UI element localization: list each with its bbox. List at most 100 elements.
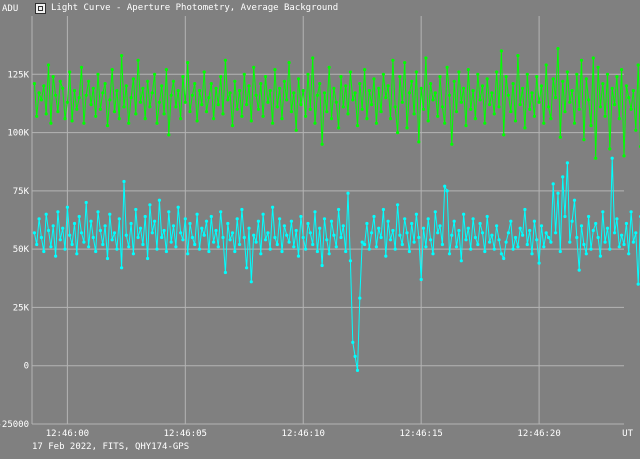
data-point [233,249,237,254]
data-point [544,63,548,67]
data-point [329,117,334,121]
chart-title: Light Curve - Aperture Photometry, Avera… [51,3,339,13]
data-point [35,242,39,247]
data-point [124,233,128,237]
data-point [400,100,404,104]
data-point [386,219,390,223]
data-point [299,214,303,219]
data-point [546,235,551,240]
data-point [424,245,428,249]
data-point [176,89,180,93]
data-point [360,107,364,111]
data-point [112,110,117,114]
data-point [70,119,74,123]
data-point [436,114,440,118]
data-point [273,235,277,240]
data-point [197,89,202,93]
data-point [63,247,67,251]
data-point [542,245,546,249]
data-point [426,217,430,221]
light-curve-app-icon [35,2,46,14]
data-point [431,98,435,102]
series-line [33,158,640,371]
data-point [311,242,315,247]
data-point [414,212,418,216]
data-point [561,79,565,83]
data-point [563,110,567,114]
data-point [379,235,383,240]
data-point [120,54,124,58]
data-point [462,212,466,216]
data-point [278,217,282,221]
data-point [280,249,284,254]
data-point [197,247,202,251]
data-point [315,249,319,254]
data-point [82,240,86,244]
data-point [516,54,520,58]
data-point [72,89,77,93]
data-point [75,107,79,111]
data-point [35,114,39,118]
data-point [44,212,48,216]
data-point [247,84,251,88]
data-point [320,263,324,268]
data-point [337,207,341,212]
data-point [363,68,367,72]
data-point [492,247,496,251]
data-point [587,98,591,102]
data-point [429,238,433,242]
data-point [209,82,213,86]
data-point [108,98,112,102]
data-point [622,242,626,247]
data-point [601,82,605,86]
data-point [313,210,317,214]
data-point [478,221,482,226]
data-point [308,107,312,111]
data-point [117,217,121,221]
data-point [94,249,98,254]
data-point [450,233,454,237]
data-point [490,91,494,95]
data-point [398,75,402,79]
data-point [365,221,369,226]
series-cyan [32,156,640,372]
data-point [549,240,553,244]
data-point [457,70,461,74]
data-point [294,128,298,132]
data-point [183,100,187,104]
data-point [358,82,362,86]
data-point [466,226,470,230]
data-point [579,224,584,228]
data-point [525,242,529,247]
data-point [502,133,506,137]
data-point [504,75,508,79]
data-point [459,259,463,263]
data-point [238,242,242,247]
data-point [636,63,640,67]
data-point [620,68,624,72]
data-point [377,226,381,230]
data-point [613,231,617,235]
data-point [414,70,418,74]
data-point [374,121,378,125]
data-point [403,61,407,65]
data-point [351,98,355,102]
data-point [129,221,133,226]
data-point [421,226,426,230]
data-point [200,103,204,107]
data-point [450,142,454,146]
data-point [391,58,395,62]
data-point [511,247,515,251]
data-point [285,98,289,102]
data-point [176,205,180,209]
data-point [271,205,275,209]
data-point [153,72,157,76]
x-tick-label: 12:46:00 [46,429,89,439]
data-point [127,245,131,249]
data-point [419,86,423,90]
data-point [77,96,81,100]
data-point [148,105,152,109]
data-point [322,91,327,95]
data-point [492,112,496,116]
data-point [537,261,541,265]
